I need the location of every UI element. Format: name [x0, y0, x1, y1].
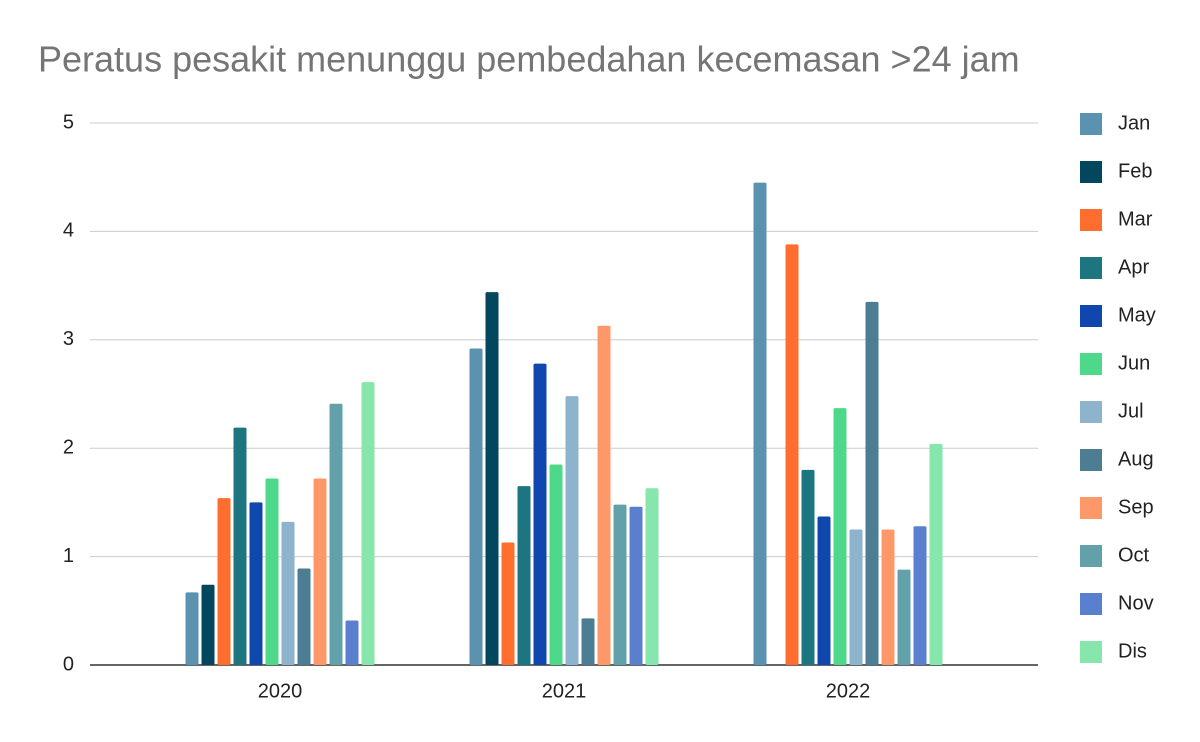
- legend-label: Oct: [1118, 544, 1150, 566]
- bar: [469, 348, 483, 665]
- legend-swatch: [1080, 257, 1102, 279]
- x-tick-label: 2022: [826, 680, 871, 702]
- bar: [201, 584, 215, 665]
- bar: [881, 529, 895, 665]
- bar: [897, 569, 911, 665]
- legend-swatch: [1080, 401, 1102, 423]
- legend-swatch: [1080, 641, 1102, 663]
- chart-title: Peratus pesakit menunggu pembedahan kece…: [38, 39, 1020, 80]
- bar: [613, 504, 627, 665]
- legend-swatch: [1080, 305, 1102, 327]
- bar: [645, 488, 659, 665]
- legend-label: Mar: [1118, 208, 1153, 230]
- bar: [485, 292, 499, 665]
- legend-swatch: [1080, 209, 1102, 231]
- bar: [629, 506, 643, 665]
- bar: [849, 529, 863, 665]
- y-tick-label: 1: [63, 545, 74, 567]
- legend-label: Apr: [1118, 256, 1149, 278]
- bar: [265, 478, 279, 665]
- bar: [581, 618, 595, 665]
- bar: [817, 516, 831, 665]
- bar: [565, 396, 579, 665]
- legend-label: Jun: [1118, 352, 1150, 374]
- bar: [361, 382, 375, 665]
- legend-swatch: [1080, 497, 1102, 519]
- bar: [801, 469, 815, 665]
- bar: [597, 325, 611, 665]
- bar: [313, 478, 327, 665]
- bar: [533, 363, 547, 665]
- bar: [233, 427, 247, 665]
- bar: [785, 244, 799, 665]
- legend-label: Dis: [1118, 640, 1147, 662]
- bar: [517, 486, 531, 665]
- legend-swatch: [1080, 353, 1102, 375]
- legend-swatch: [1080, 113, 1102, 135]
- bar: [329, 403, 343, 665]
- bar: [549, 464, 563, 665]
- legend-swatch: [1080, 593, 1102, 615]
- x-tick-label: 2020: [258, 680, 303, 702]
- bar: [217, 498, 231, 665]
- bar: [929, 443, 943, 665]
- legend-swatch: [1080, 161, 1102, 183]
- bar: [753, 182, 767, 665]
- legend-label: Feb: [1118, 160, 1152, 182]
- bar: [281, 521, 295, 665]
- legend-label: Aug: [1118, 448, 1154, 470]
- y-tick-label: 3: [63, 328, 74, 350]
- bar: [249, 502, 263, 665]
- bar: [865, 301, 879, 665]
- y-tick-label: 4: [63, 220, 74, 242]
- y-tick-label: 5: [63, 111, 74, 133]
- y-tick-label: 2: [63, 436, 74, 458]
- bar: [501, 542, 515, 665]
- x-tick-label: 2021: [542, 680, 587, 702]
- bar: [833, 408, 847, 665]
- legend-label: Nov: [1118, 592, 1154, 614]
- legend-swatch: [1080, 449, 1102, 471]
- legend-swatch: [1080, 545, 1102, 567]
- bar: [345, 620, 359, 665]
- legend-label: Jul: [1118, 400, 1144, 422]
- legend-label: Jan: [1118, 112, 1150, 134]
- bar: [913, 526, 927, 665]
- bar: [185, 592, 199, 665]
- legend-label: Sep: [1118, 496, 1154, 518]
- bar: [297, 568, 311, 665]
- legend-label: May: [1118, 304, 1156, 326]
- y-tick-label: 0: [63, 653, 74, 675]
